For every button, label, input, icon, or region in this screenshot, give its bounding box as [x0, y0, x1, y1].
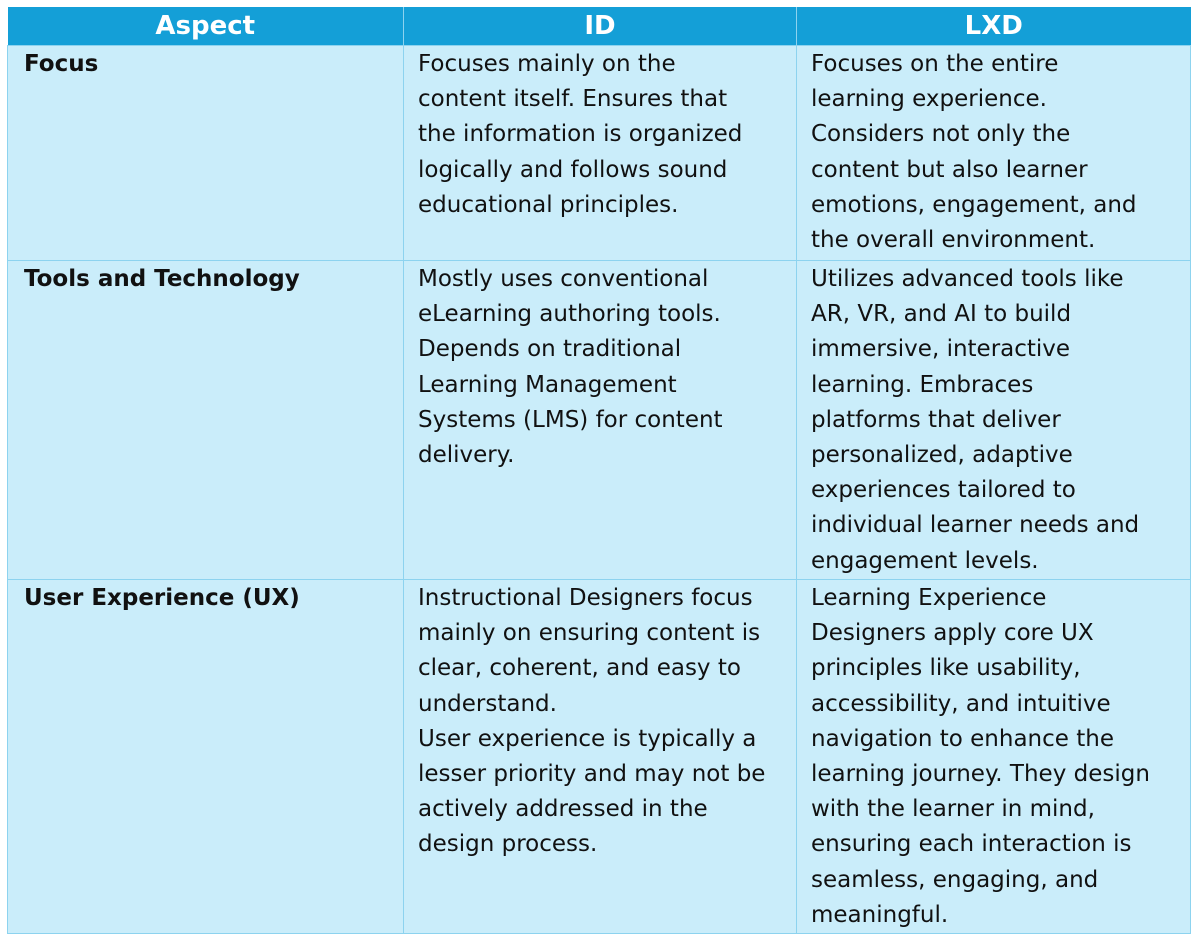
cell-text-line: Considers not only the	[811, 121, 1071, 148]
cell-text-line: seamless, engaging, and	[811, 866, 1099, 893]
cell-text-line: content itself. Ensures that	[418, 86, 728, 113]
row-lxd-cell: Utilizes advanced tools like AR, VR, and…	[796, 260, 1191, 580]
header-lxd: LXD	[796, 7, 1191, 46]
cell-text-line: accessibility, and intuitive	[811, 690, 1111, 717]
cell-text-line: clear, coherent, and easy to	[418, 655, 741, 682]
cell-text-line: Mostly uses conventional	[418, 266, 709, 292]
table-row: Tools and Technology Mostly uses convent…	[7, 260, 1191, 580]
cell-text-line: actively addressed in the	[418, 796, 708, 823]
cell-text-line: the information is organized	[418, 121, 743, 148]
cell-text-line: platforms that deliver	[811, 406, 1061, 433]
cell-text-line: Focuses mainly on the	[418, 51, 676, 77]
cell-text-line: emotions, engagement, and	[811, 191, 1137, 218]
cell-text-line: lesser priority and may not be	[418, 761, 766, 788]
row-id-cell: Instructional Designers focus mainly on …	[403, 578, 797, 935]
cell-text-line: Learning Management	[418, 371, 677, 398]
row-id-cell: Focuses mainly on the content itself. En…	[403, 45, 797, 261]
header-aspect: Aspect	[7, 7, 404, 46]
cell-text-line: delivery.	[418, 442, 515, 469]
cell-text-line: Utilizes advanced tools like	[811, 266, 1124, 292]
cell-text-line: principles like usability,	[811, 655, 1081, 682]
cell-text-line: mainly on ensuring content is	[418, 620, 761, 647]
cell-text-line: understand.	[418, 690, 557, 717]
comparison-table: Aspect ID LXD Focus Focuses mainly on th…	[7, 7, 1191, 935]
cell-text-line: AR, VR, and AI to build	[811, 301, 1072, 328]
cell-text-line: learning. Embraces	[811, 371, 1034, 398]
cell-text-line: educational principles.	[418, 191, 679, 218]
cell-text-line: ensuring each interaction is	[811, 831, 1132, 858]
table-header-row: Aspect ID LXD	[7, 7, 1191, 46]
cell-text-line: Focuses on the entire	[811, 51, 1059, 77]
cell-text-line: individual learner needs and	[811, 512, 1140, 539]
comparison-table-container: Aspect ID LXD Focus Focuses mainly on th…	[7, 7, 1191, 935]
row-aspect-cell: User Experience (UX)	[7, 578, 404, 935]
cell-text-line: eLearning authoring tools.	[418, 301, 721, 328]
cell-text-line: content but also learner	[811, 156, 1088, 183]
cell-text-line: engagement levels.	[811, 547, 1039, 574]
cell-text-line: User experience is typically a	[418, 725, 757, 752]
cell-text-line: Depends on traditional	[418, 336, 682, 363]
cell-text-line: Systems (LMS) for content	[418, 406, 723, 433]
row-aspect-cell: Focus	[7, 45, 404, 261]
header-id: ID	[403, 7, 797, 46]
cell-text-line: meaningful.	[811, 901, 949, 928]
cell-text-line: learning experience.	[811, 86, 1047, 113]
cell-text-line: the overall environment.	[811, 227, 1096, 254]
cell-text-line: logically and follows sound	[418, 156, 728, 183]
cell-text-line: Designers apply core UX	[811, 620, 1094, 647]
cell-text-line: with the learner in mind,	[811, 796, 1095, 823]
cell-text-line: experiences tailored to	[811, 477, 1076, 504]
cell-text-line: Learning Experience	[811, 585, 1047, 611]
cell-text-line: personalized, adaptive	[811, 442, 1073, 469]
row-aspect-cell: Tools and Technology	[7, 260, 404, 580]
table-row: User Experience (UX) Instructional Desig…	[7, 578, 1191, 935]
row-id-cell: Mostly uses conventional eLearning autho…	[403, 260, 797, 580]
cell-text-line: immersive, interactive	[811, 336, 1071, 363]
cell-text-line: Instructional Designers focus	[418, 585, 753, 611]
cell-text-line: learning journey. They design	[811, 761, 1150, 788]
table-row: Focus Focuses mainly on the content itse…	[7, 45, 1191, 261]
cell-text-line: design process.	[418, 831, 598, 858]
cell-text-line: navigation to enhance the	[811, 725, 1114, 752]
row-lxd-cell: Learning Experience Designers apply core…	[796, 578, 1191, 935]
row-lxd-cell: Focuses on the entire learning experienc…	[796, 45, 1191, 261]
